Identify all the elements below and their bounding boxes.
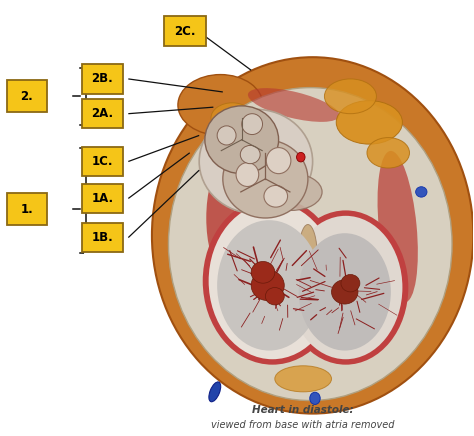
Text: 2C.: 2C. [174,24,196,37]
Ellipse shape [168,88,452,401]
Ellipse shape [264,185,288,207]
Text: 1A.: 1A. [91,192,113,205]
Text: Heart in diastole:: Heart in diastole: [252,405,354,415]
FancyBboxPatch shape [82,147,123,176]
Circle shape [416,187,427,197]
Ellipse shape [367,138,410,168]
Circle shape [251,262,275,283]
Ellipse shape [299,233,391,351]
Ellipse shape [209,382,221,402]
Ellipse shape [217,220,321,351]
Circle shape [341,275,360,292]
Circle shape [265,287,284,305]
Ellipse shape [211,103,254,133]
Circle shape [331,280,358,304]
Text: 2.: 2. [20,90,33,103]
Text: 1C.: 1C. [91,155,113,168]
Ellipse shape [375,123,420,287]
Ellipse shape [199,109,313,214]
Ellipse shape [283,211,408,364]
Ellipse shape [209,203,336,359]
Text: 2A.: 2A. [91,107,113,120]
Text: viewed from base with atria removed: viewed from base with atria removed [211,420,395,430]
FancyBboxPatch shape [82,184,123,213]
Ellipse shape [310,392,320,405]
Ellipse shape [324,79,376,114]
Ellipse shape [248,88,339,122]
Ellipse shape [242,114,263,135]
FancyBboxPatch shape [7,193,46,225]
Ellipse shape [206,170,235,266]
Circle shape [223,140,308,218]
Ellipse shape [275,366,331,392]
FancyBboxPatch shape [82,64,123,94]
Text: 2B.: 2B. [91,72,113,85]
Ellipse shape [178,75,263,136]
Ellipse shape [299,225,318,290]
Text: 1B.: 1B. [91,231,113,244]
FancyBboxPatch shape [82,223,123,252]
Ellipse shape [203,198,342,364]
Ellipse shape [336,101,402,144]
Circle shape [251,270,284,300]
Ellipse shape [289,216,402,359]
Ellipse shape [152,57,474,414]
FancyBboxPatch shape [164,16,206,46]
Ellipse shape [240,146,260,164]
Ellipse shape [266,148,291,174]
Ellipse shape [197,231,230,327]
Ellipse shape [297,152,305,162]
Ellipse shape [217,126,236,145]
FancyBboxPatch shape [7,80,46,112]
FancyBboxPatch shape [82,99,123,129]
Text: 1.: 1. [20,203,33,216]
Circle shape [205,106,279,174]
Ellipse shape [377,151,418,303]
Ellipse shape [236,163,259,187]
Ellipse shape [261,174,322,211]
